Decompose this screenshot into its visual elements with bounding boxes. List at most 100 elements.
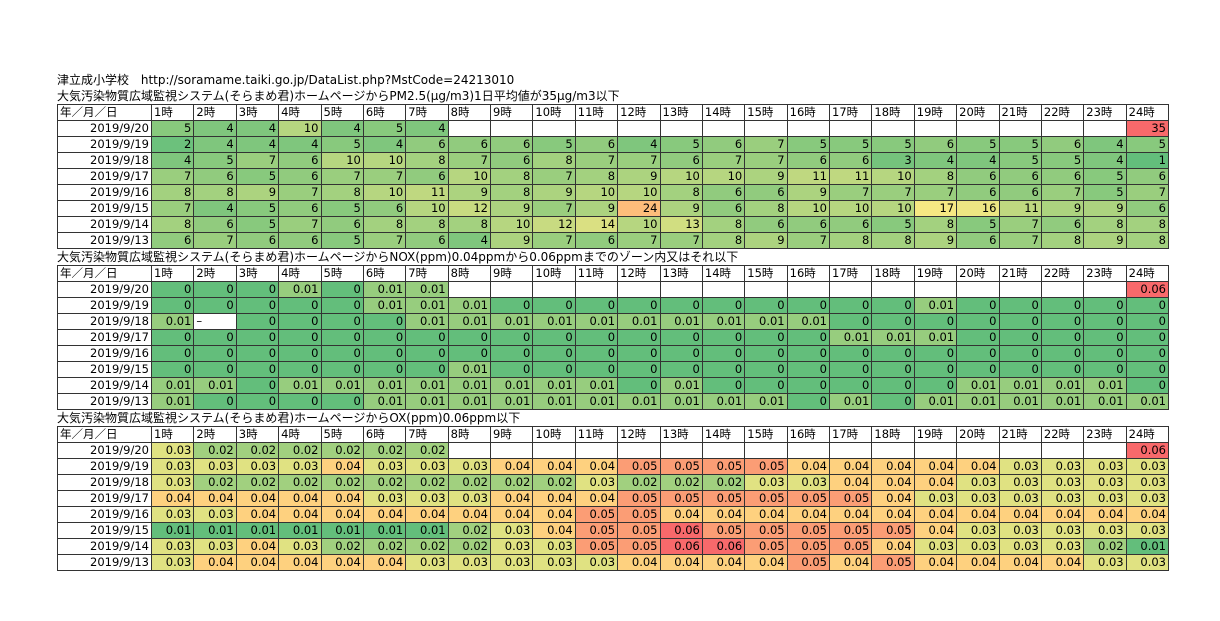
value-cell[interactable]: 8: [405, 152, 449, 169]
value-cell[interactable]: 8: [150, 184, 195, 201]
value-cell[interactable]: 9: [447, 184, 492, 201]
value-cell[interactable]: 0.03: [489, 538, 534, 555]
value-cell[interactable]: 10: [362, 152, 407, 169]
value-cell[interactable]: 0: [320, 281, 364, 298]
value-cell[interactable]: 6: [362, 200, 407, 217]
hour-column-header[interactable]: 10時: [532, 265, 576, 282]
value-cell[interactable]: 0: [1083, 313, 1127, 330]
value-cell[interactable]: 7: [998, 232, 1042, 249]
value-cell[interactable]: 7: [362, 232, 407, 249]
value-cell[interactable]: 5: [1083, 184, 1127, 201]
value-cell[interactable]: 0.01: [320, 377, 364, 394]
value-cell[interactable]: 8: [828, 232, 873, 249]
value-cell[interactable]: 0.03: [532, 538, 576, 555]
value-cell[interactable]: 0.05: [828, 538, 873, 555]
value-cell[interactable]: 3: [871, 152, 915, 169]
value-cell[interactable]: 5: [320, 200, 364, 217]
value-cell[interactable]: [532, 120, 576, 137]
hour-column-header[interactable]: 9時: [489, 265, 534, 282]
value-cell[interactable]: 35: [1125, 120, 1170, 137]
value-cell[interactable]: [871, 120, 915, 137]
value-cell[interactable]: 6: [659, 152, 703, 169]
value-cell[interactable]: 8: [447, 216, 492, 233]
value-cell[interactable]: 0.03: [193, 458, 237, 475]
value-cell[interactable]: 0.01: [489, 377, 534, 394]
value-cell[interactable]: 0: [405, 329, 449, 346]
value-cell[interactable]: 9: [489, 200, 534, 217]
value-cell[interactable]: 0.03: [150, 474, 195, 491]
value-cell[interactable]: 0.02: [320, 442, 364, 459]
value-cell[interactable]: 0.03: [1125, 554, 1170, 571]
value-cell[interactable]: [871, 281, 915, 298]
date-column-header[interactable]: 年／月／日: [57, 104, 152, 121]
value-cell[interactable]: 0.01: [617, 313, 661, 330]
value-cell[interactable]: 0.04: [828, 554, 873, 571]
value-cell[interactable]: 0.05: [574, 506, 619, 523]
value-cell[interactable]: 0: [193, 345, 237, 362]
value-cell[interactable]: 5: [1040, 152, 1085, 169]
value-cell[interactable]: 0.01: [1083, 377, 1127, 394]
value-cell[interactable]: 0.03: [744, 474, 788, 491]
value-cell[interactable]: 0: [828, 361, 873, 378]
value-cell[interactable]: 0: [913, 345, 958, 362]
value-cell[interactable]: 0: [1083, 361, 1127, 378]
value-cell[interactable]: 0.01: [150, 393, 195, 410]
value-cell[interactable]: 0: [235, 377, 280, 394]
value-cell[interactable]: 0.03: [913, 490, 958, 507]
hour-column-header[interactable]: 10時: [532, 426, 576, 443]
value-cell[interactable]: 4: [150, 152, 195, 169]
value-cell[interactable]: 0.01: [405, 297, 449, 314]
hour-column-header[interactable]: 3時: [235, 104, 280, 121]
value-cell[interactable]: 0.05: [617, 506, 661, 523]
value-cell[interactable]: [617, 120, 661, 137]
value-cell[interactable]: 0.02: [447, 474, 492, 491]
value-cell[interactable]: 0: [617, 361, 661, 378]
value-cell[interactable]: [828, 442, 873, 459]
date-cell[interactable]: 2019/9/14: [57, 216, 152, 233]
value-cell[interactable]: 0.05: [786, 538, 831, 555]
hour-column-header[interactable]: 6時: [362, 265, 407, 282]
value-cell[interactable]: [998, 442, 1042, 459]
value-cell[interactable]: 0.03: [1125, 458, 1170, 475]
value-cell[interactable]: 0.04: [1125, 506, 1170, 523]
value-cell[interactable]: 11: [405, 184, 449, 201]
value-cell[interactable]: 0.01: [659, 393, 703, 410]
value-cell[interactable]: 0: [956, 297, 1000, 314]
value-cell[interactable]: [1040, 442, 1085, 459]
value-cell[interactable]: 0: [786, 297, 831, 314]
value-cell[interactable]: 0.02: [1083, 538, 1127, 555]
value-cell[interactable]: 0: [235, 393, 280, 410]
value-cell[interactable]: 0.04: [913, 506, 958, 523]
value-cell[interactable]: [489, 442, 534, 459]
value-cell[interactable]: 0: [701, 377, 746, 394]
value-cell[interactable]: 5: [956, 216, 1000, 233]
value-cell[interactable]: 11: [828, 168, 873, 185]
value-cell[interactable]: 0.01: [362, 522, 407, 539]
value-cell[interactable]: 0: [659, 329, 703, 346]
value-cell[interactable]: 0: [956, 361, 1000, 378]
value-cell[interactable]: 0: [532, 297, 576, 314]
value-cell[interactable]: 0: [1083, 345, 1127, 362]
value-cell[interactable]: [786, 442, 831, 459]
value-cell[interactable]: 5: [320, 232, 364, 249]
value-cell[interactable]: 0: [278, 313, 322, 330]
value-cell[interactable]: 8: [362, 216, 407, 233]
value-cell[interactable]: 7: [320, 168, 364, 185]
value-cell[interactable]: 0.01: [405, 522, 449, 539]
value-cell[interactable]: 0: [1040, 313, 1085, 330]
value-cell[interactable]: 0.01: [193, 522, 237, 539]
value-cell[interactable]: 0.02: [659, 474, 703, 491]
value-cell[interactable]: 0.01: [659, 377, 703, 394]
value-cell[interactable]: 5: [659, 136, 703, 153]
value-cell[interactable]: [744, 120, 788, 137]
value-cell[interactable]: 0: [1040, 297, 1085, 314]
value-cell[interactable]: [489, 281, 534, 298]
value-cell[interactable]: 8: [1125, 216, 1170, 233]
value-cell[interactable]: 4: [193, 136, 237, 153]
date-cell[interactable]: 2019/9/17: [57, 168, 152, 185]
value-cell[interactable]: 7: [193, 232, 237, 249]
hour-column-header[interactable]: 7時: [405, 426, 449, 443]
value-cell[interactable]: 0.02: [278, 442, 322, 459]
value-cell[interactable]: [701, 281, 746, 298]
value-cell[interactable]: 0.01: [828, 329, 873, 346]
